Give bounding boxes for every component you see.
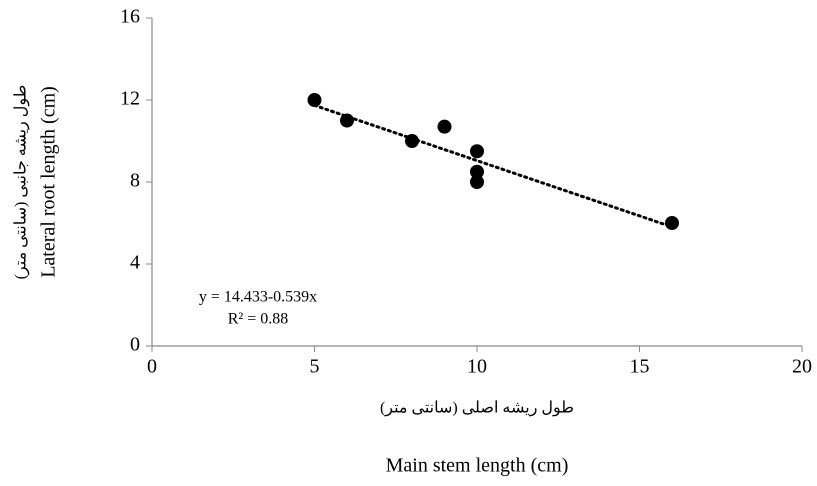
data-point xyxy=(405,134,419,148)
y-tick-label: 8 xyxy=(130,170,140,192)
y-axis-label: Lateral root length (cm) xyxy=(38,86,60,278)
data-point xyxy=(470,144,484,159)
equation: y = 14.433-0.539x xyxy=(199,289,317,306)
data-point xyxy=(470,164,484,179)
y-tick-label: 12 xyxy=(120,88,140,110)
data-point xyxy=(340,113,354,128)
x-axis-label: Main stem length (cm) xyxy=(386,455,569,477)
x-tick-label: 10 xyxy=(467,356,487,378)
y-tick-label: 16 xyxy=(120,6,140,28)
x-tick-label: 5 xyxy=(310,356,320,378)
trendline xyxy=(313,103,674,229)
x-axis-label-fa: طول ریشه اصلی (سانتی متر) xyxy=(380,400,574,417)
y-axis-label-fa: طول ریشه جانبی (سانتی متر) xyxy=(13,85,30,280)
data-point xyxy=(307,93,322,107)
r-squared: R² = 0.88 xyxy=(228,311,289,328)
x-tick-label: 20 xyxy=(792,356,812,378)
x-tick-label: 0 xyxy=(147,356,157,378)
data-point xyxy=(437,119,452,134)
y-tick-label: 0 xyxy=(130,334,140,356)
y-tick-label: 4 xyxy=(130,252,140,274)
data-point xyxy=(665,216,679,230)
x-tick-label: 15 xyxy=(630,356,650,378)
data-point xyxy=(470,175,484,189)
